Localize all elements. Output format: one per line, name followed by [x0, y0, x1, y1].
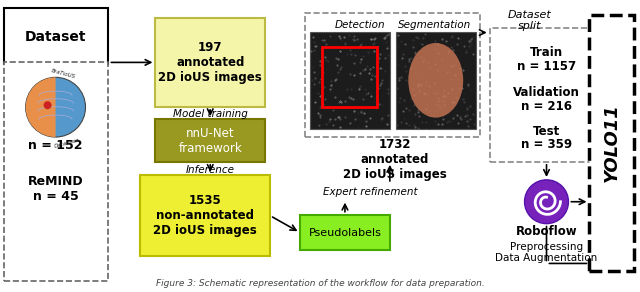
Text: Detection: Detection: [335, 20, 385, 29]
Text: BraTioUS: BraTioUS: [51, 68, 76, 79]
Text: Figure 3: Schematic representation of the workflow for data preparation.: Figure 3: Schematic representation of th…: [156, 279, 484, 288]
Bar: [156, 18, 265, 107]
Bar: [305, 13, 479, 137]
Bar: [140, 175, 270, 256]
Text: n = 45: n = 45: [33, 190, 79, 203]
Text: n = 359: n = 359: [521, 138, 572, 150]
Text: n = 216: n = 216: [521, 100, 572, 113]
Wedge shape: [26, 77, 56, 137]
Circle shape: [26, 77, 86, 137]
Bar: [490, 27, 604, 162]
Bar: [4, 62, 108, 281]
Text: Dataset: Dataset: [25, 29, 86, 44]
Text: Data Augmentation: Data Augmentation: [495, 253, 598, 263]
Text: Expert refinement: Expert refinement: [323, 187, 417, 197]
Bar: [156, 119, 265, 162]
Text: nnU-Net
framework: nnU-Net framework: [179, 127, 242, 155]
Text: Roboflow: Roboflow: [516, 225, 577, 238]
Text: Pseudolabels: Pseudolabels: [308, 227, 381, 238]
Ellipse shape: [408, 43, 463, 118]
Bar: [300, 215, 390, 249]
Text: YOLO11: YOLO11: [602, 104, 620, 182]
Text: Train: Train: [530, 46, 563, 59]
Text: Dataset
split: Dataset split: [508, 10, 552, 32]
Circle shape: [525, 180, 568, 224]
Text: Test: Test: [533, 125, 560, 138]
Text: 1732
annotated
2D ioUS images: 1732 annotated 2D ioUS images: [343, 138, 447, 181]
Bar: [4, 8, 108, 65]
Text: ReMIND: ReMIND: [28, 175, 83, 188]
Text: Inference: Inference: [186, 165, 235, 175]
Bar: [322, 48, 377, 107]
Text: 1535
non-annotated
2D ioUS images: 1535 non-annotated 2D ioUS images: [154, 194, 257, 237]
Text: Segmentation: Segmentation: [398, 20, 472, 29]
Text: Database: Database: [54, 137, 81, 149]
Text: Model training: Model training: [173, 109, 248, 119]
Text: n = 1157: n = 1157: [517, 60, 576, 73]
Circle shape: [44, 101, 52, 109]
Text: n = 152: n = 152: [28, 138, 83, 152]
Bar: [396, 32, 476, 129]
Text: Validation: Validation: [513, 86, 580, 99]
Bar: [310, 32, 390, 129]
Text: 197
annotated
2D ioUS images: 197 annotated 2D ioUS images: [158, 41, 262, 84]
Text: Preprocessing: Preprocessing: [510, 241, 583, 251]
Bar: [589, 15, 634, 271]
